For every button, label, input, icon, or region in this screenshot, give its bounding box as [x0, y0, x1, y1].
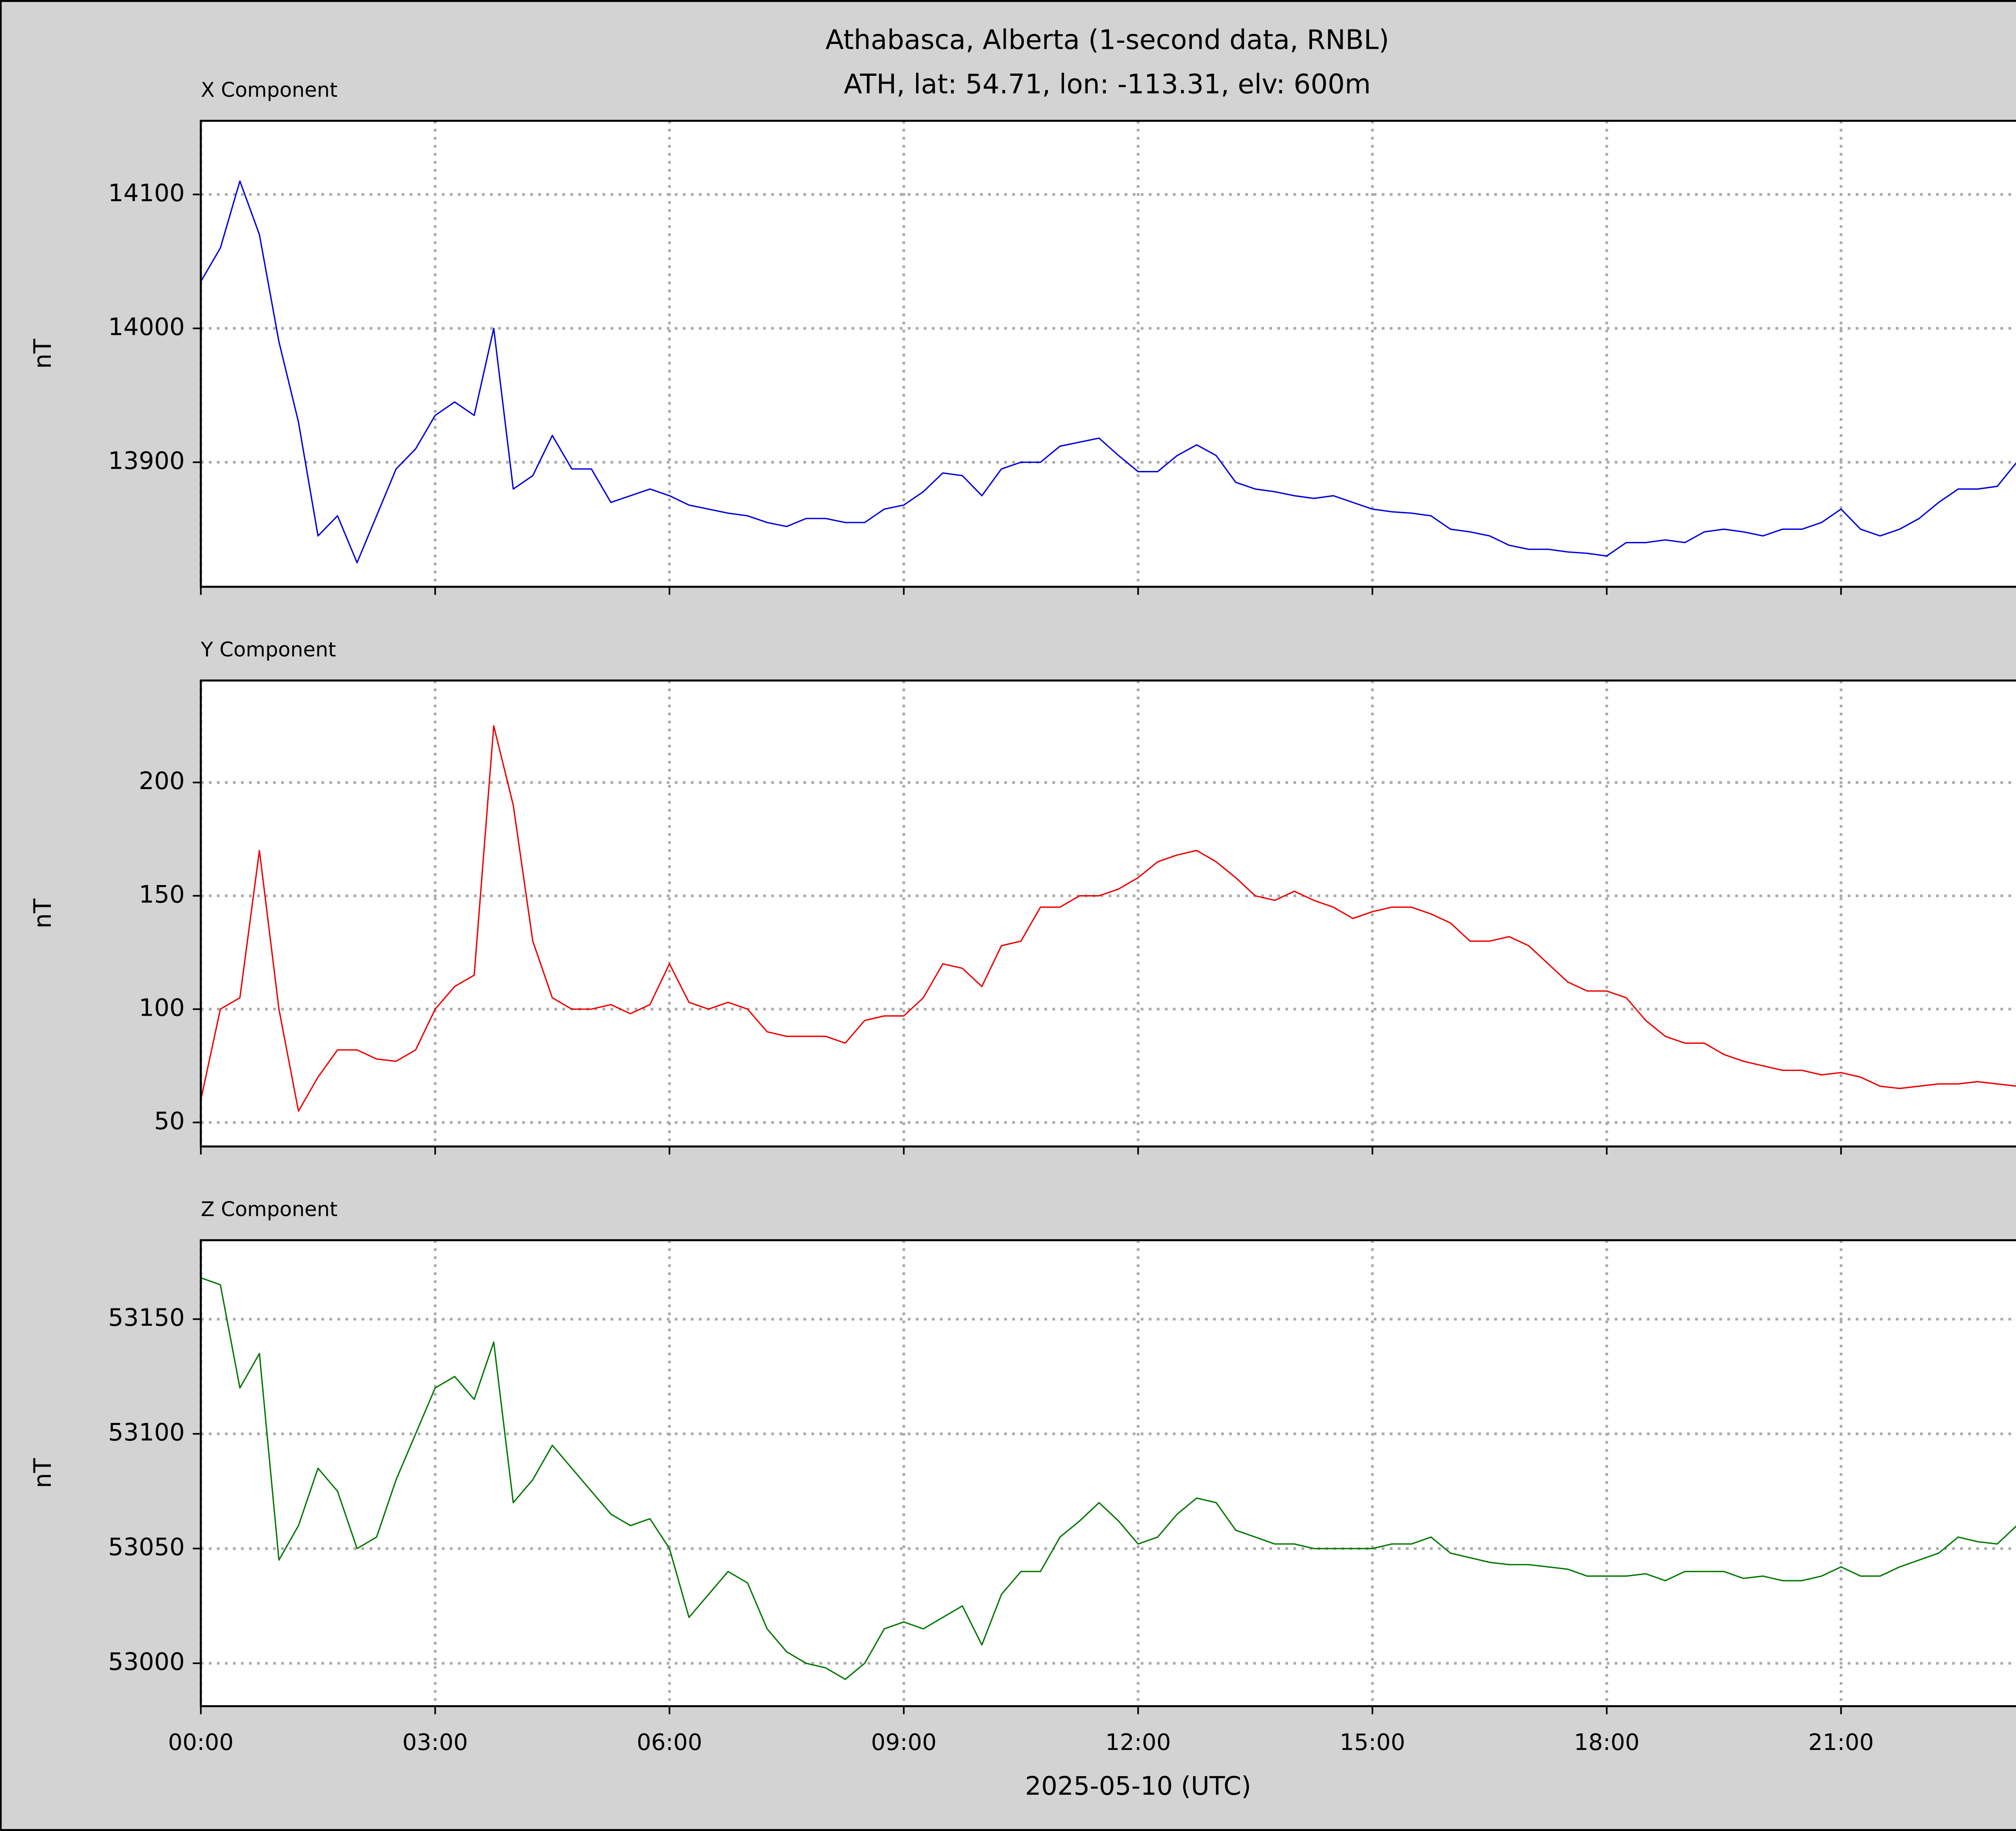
y-axis-label: nT — [29, 1458, 57, 1488]
y-axis-label: nT — [29, 339, 57, 369]
y-tick-label: 100 — [139, 994, 185, 1022]
y-axis-label: nT — [29, 898, 57, 929]
x-axis-label: 2025-05-10 (UTC) — [1025, 1771, 1251, 1801]
data-line — [200, 1277, 2016, 1680]
x-tick-label: 18:00 — [1574, 1729, 1640, 1756]
plot-frame — [200, 679, 2016, 1148]
data-line — [200, 180, 2016, 564]
y-tick-label: 200 — [139, 767, 185, 795]
y-tick-label: 14000 — [108, 313, 185, 341]
x-tick-label: 00:00 — [168, 1729, 234, 1756]
plot-frame — [200, 120, 2016, 588]
x-tick-label: 21:00 — [1808, 1729, 1874, 1756]
x-tick-label: 03:00 — [402, 1729, 468, 1756]
y-tick-label: 13900 — [108, 447, 185, 475]
x-tick-label: 12:00 — [1105, 1729, 1171, 1756]
x-tick-label: 09:00 — [871, 1729, 937, 1756]
panel-title: Y Component — [200, 638, 336, 661]
y-tick-label: 150 — [139, 881, 185, 908]
y-tick-label: 50 — [154, 1107, 185, 1135]
y-tick-label: 53100 — [108, 1419, 185, 1447]
plot-area — [201, 680, 2016, 1147]
y-tick-label: 53000 — [108, 1648, 185, 1676]
figure-title: Athabasca, Alberta (1-second data, RNBL) — [825, 24, 1389, 56]
plot-area — [201, 1240, 2016, 1706]
x-tick-label: 15:00 — [1339, 1729, 1405, 1756]
y-tick-label: 53150 — [108, 1304, 185, 1332]
x-tick-label: 06:00 — [637, 1729, 702, 1756]
y-tick-label: 53050 — [108, 1533, 185, 1561]
panel-title: X Component — [201, 78, 337, 102]
plot-area — [201, 121, 2016, 587]
figure-subtitle: ATH, lat: 54.71, lon: -113.31, elv: 600m — [844, 68, 1371, 100]
panel-title: Z Component — [201, 1198, 337, 1221]
data-line — [200, 725, 2016, 1112]
y-tick-label: 14100 — [108, 179, 185, 207]
plot-frame — [200, 1239, 2016, 1707]
